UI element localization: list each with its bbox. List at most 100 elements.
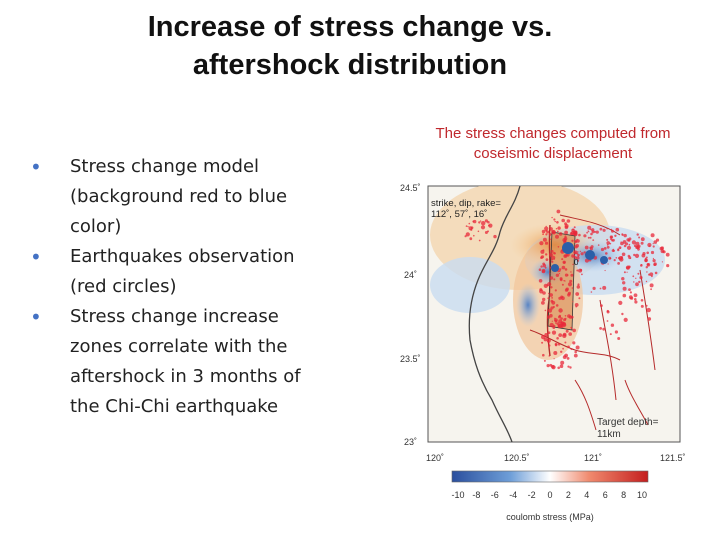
aftershock-point [547, 297, 550, 300]
aftershock-point [556, 268, 561, 273]
aftershock-point [563, 318, 567, 322]
aftershock-point [572, 341, 576, 345]
aftershock-point [556, 337, 559, 340]
stress-field-cool [430, 257, 510, 313]
aftershock-point [546, 230, 550, 234]
aftershock-point [545, 233, 548, 236]
aftershock-points [464, 209, 670, 370]
aftershock-point [562, 355, 567, 359]
aftershock-point [539, 288, 543, 292]
aftershock-point [603, 247, 607, 250]
aftershock-point [571, 287, 574, 289]
aftershock-point [479, 220, 482, 222]
aftershock-point [565, 252, 570, 257]
aftershock-point [633, 244, 637, 248]
aftershock-point [574, 233, 576, 236]
aftershock-point [549, 293, 553, 297]
aftershock-point [650, 233, 655, 238]
aftershock-point [570, 231, 576, 236]
aftershock-point [478, 221, 481, 224]
colorbar-tick-label: -4 [509, 490, 517, 500]
aftershock-point [618, 300, 623, 305]
fault-line [639, 269, 656, 371]
colorbar-tick-label: -2 [528, 490, 536, 500]
aftershock-point [579, 250, 582, 253]
aftershock-point [557, 226, 561, 230]
aftershock-point [551, 364, 555, 369]
aftershock-point [561, 218, 565, 223]
aftershock-point [551, 320, 553, 322]
aftershock-point [649, 272, 654, 277]
aftershock-point [647, 263, 649, 265]
aftershock-point [606, 238, 609, 241]
bullet-text: Stress change increase zones correlate w… [70, 306, 301, 417]
aftershock-point [564, 353, 568, 358]
aftershock-point [552, 326, 556, 329]
aftershock-point [578, 268, 583, 273]
aftershock-point [547, 331, 551, 335]
aftershock-point [621, 312, 624, 316]
aftershock-point [573, 353, 578, 358]
aftershock-point [653, 263, 657, 266]
aftershock-point [622, 286, 627, 291]
aftershock-point [566, 246, 570, 250]
aftershock-point [606, 228, 608, 230]
aftershock-point [549, 276, 554, 280]
aftershock-point [560, 295, 564, 299]
aftershock-point [645, 256, 648, 259]
aftershock-point [562, 322, 566, 326]
aftershock-point [572, 228, 575, 231]
aftershock-point [628, 243, 631, 246]
aftershock-point [564, 235, 567, 238]
aftershock-point [576, 256, 580, 260]
aftershock-point [574, 256, 578, 260]
aftershock-point [569, 279, 573, 283]
aftershock-point [465, 232, 470, 237]
aftershock-point [612, 248, 615, 250]
aftershock-point [645, 304, 648, 307]
aftershock-point [574, 233, 576, 235]
bullet-item: • Earthquakes observation (red circles) [30, 242, 330, 302]
aftershock-point [567, 293, 571, 297]
aftershock-point [576, 239, 580, 243]
aftershock-point [540, 256, 543, 259]
aftershock-point [660, 249, 665, 254]
aftershock-point [554, 342, 558, 346]
aftershock-point [465, 225, 468, 228]
aftershock-point [574, 350, 577, 354]
lon-label: 121˚ [584, 453, 602, 463]
aftershock-point [625, 242, 629, 246]
aftershock-point [547, 340, 549, 343]
aftershock-point [539, 289, 544, 294]
aftershock-point [567, 274, 569, 276]
aftershock-point [564, 240, 567, 243]
aftershock-point [570, 348, 573, 351]
aftershock-point [594, 230, 597, 233]
aftershock-point [561, 296, 565, 301]
aftershock-point [618, 256, 623, 261]
aftershock-point [640, 264, 643, 267]
aftershock-point [551, 216, 553, 219]
aftershock-point [484, 231, 488, 234]
aftershock-point [621, 252, 626, 257]
aftershock-point [583, 234, 587, 238]
aftershock-point [547, 282, 552, 287]
aftershock-point [565, 329, 569, 333]
aftershock-point [577, 251, 579, 253]
aftershock-point [640, 299, 644, 302]
aftershock-point [640, 241, 644, 245]
aftershock-point [576, 259, 580, 262]
aftershock-point [592, 286, 596, 290]
aftershock-point [541, 269, 546, 274]
aftershock-point [620, 241, 622, 243]
aftershock-point [605, 252, 608, 255]
aftershock-point [634, 298, 637, 301]
aftershock-point [572, 231, 578, 236]
aftershock-point [550, 286, 553, 289]
aftershock-point [571, 254, 575, 258]
aftershock-point [640, 237, 645, 242]
aftershock-point [557, 366, 560, 370]
figure-caption-line-1: The stress changes computed from [435, 125, 671, 142]
aftershock-point [612, 238, 615, 242]
aftershock-point [587, 230, 589, 232]
